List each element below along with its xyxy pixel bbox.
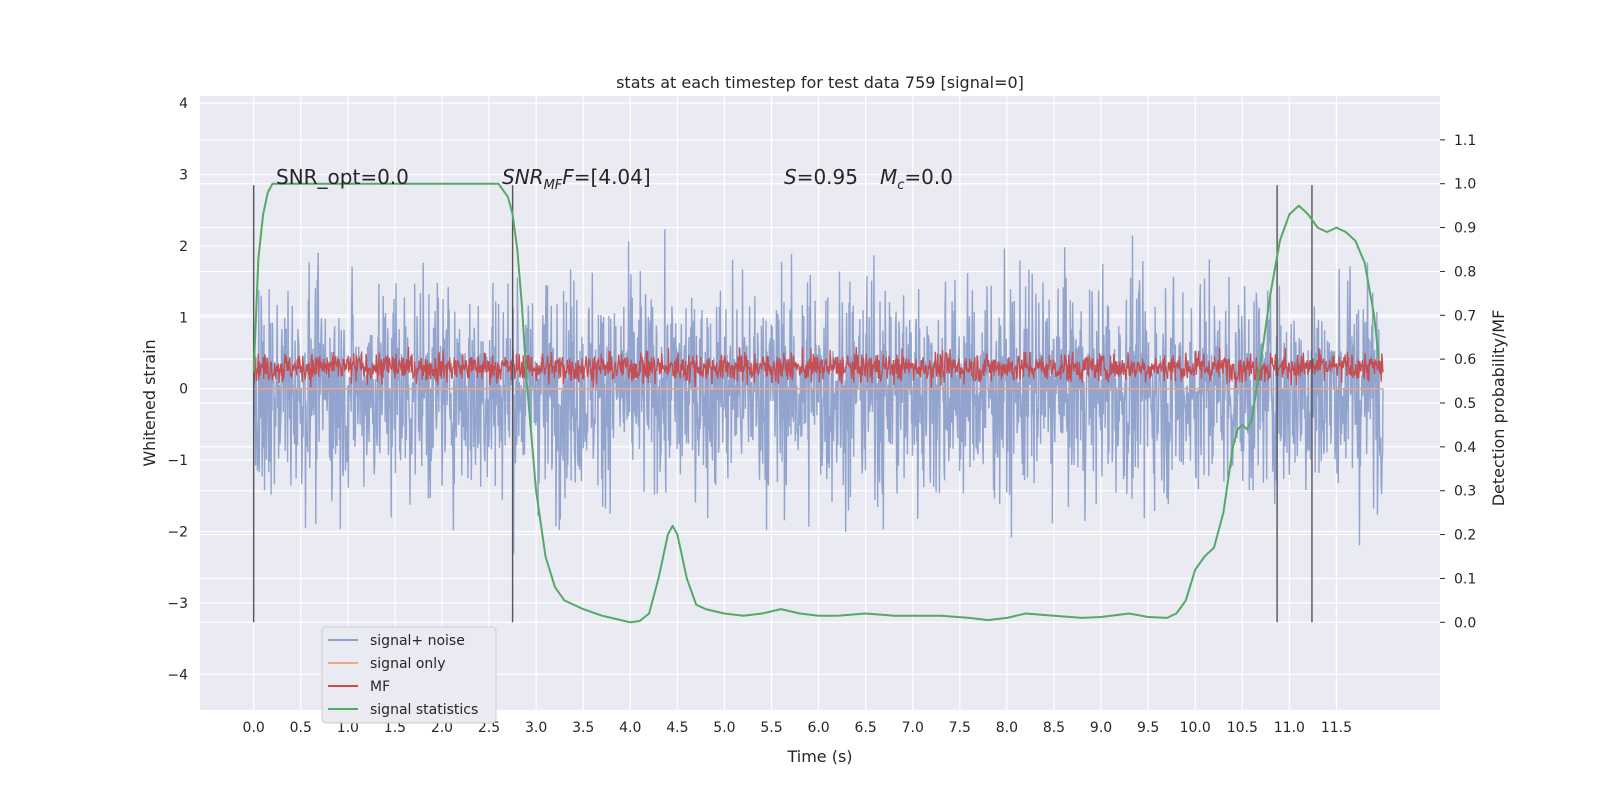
x-tick-label: 11.0 xyxy=(1274,720,1305,736)
x-tick-label: 4.5 xyxy=(666,720,688,736)
x-tick-label: 5.0 xyxy=(713,720,735,736)
x-tick-label: 10.5 xyxy=(1227,720,1258,736)
annotation-mc-label: M xyxy=(880,165,897,189)
y-tick-label: −3 xyxy=(167,596,188,612)
y-right-tick-label: 0.5 xyxy=(1454,396,1476,412)
signal-statistics-trace xyxy=(252,182,1380,624)
y-tick-label: −1 xyxy=(167,453,188,469)
annotation-s-label: S xyxy=(784,165,797,189)
x-tick-label: 1.0 xyxy=(337,720,359,736)
x-tick-label: 5.5 xyxy=(760,720,782,736)
y-right-axis-ticks: 1.1 1.0 0.9 0.8 0.7 0.6 0.5 0.4 0.3 0.2 0.1 0.0 xyxy=(1440,133,1476,631)
x-tick-label: 0.0 xyxy=(243,720,265,736)
x-tick-label: 8.5 xyxy=(1043,720,1065,736)
legend-entry-signal-only: signal only xyxy=(370,656,445,672)
annotation-snr-mf-f: F xyxy=(562,165,574,189)
annotation-snr-mf: SNRMFF=[4.04] xyxy=(502,165,651,193)
annotation-snr-opt: SNR_opt=0.0 xyxy=(276,165,409,189)
legend-entry-signal-statistics: signal statistics xyxy=(370,702,478,718)
y-right-axis-label: Detection probability/MF xyxy=(1489,310,1508,507)
annotation-mc-value: =0.0 xyxy=(904,165,953,189)
y-right-tick-label: 1.0 xyxy=(1454,177,1476,193)
x-tick-label: 2.5 xyxy=(478,720,500,736)
x-axis-label: Time (s) xyxy=(786,747,852,766)
series-mf xyxy=(253,346,1385,388)
x-tick-label: 1.5 xyxy=(384,720,406,736)
x-tick-label: 9.5 xyxy=(1137,720,1159,736)
annotation-mc-sub: c xyxy=(897,178,904,193)
series-signal-statistics xyxy=(252,182,1380,624)
y-tick-label: 0 xyxy=(179,382,188,398)
annotation-mc: Mc=0.0 xyxy=(880,165,953,193)
x-tick-label: 9.0 xyxy=(1090,720,1112,736)
x-tick-label: 3.0 xyxy=(525,720,547,736)
y-tick-label: −4 xyxy=(167,667,188,683)
legend-entry-signal-plus-noise: signal+ noise xyxy=(370,633,465,649)
y-tick-label: 2 xyxy=(179,239,188,255)
y-right-tick-label: 1.1 xyxy=(1454,133,1476,149)
x-tick-label: 8.0 xyxy=(996,720,1018,736)
legend: signal+ noise signal only MF signal stat… xyxy=(321,626,497,724)
legend-frame xyxy=(321,626,497,724)
y-right-tick-label: 0.1 xyxy=(1454,571,1476,587)
x-tick-label: 2.0 xyxy=(431,720,453,736)
y-axis-label: Whitened strain xyxy=(140,339,159,466)
y-right-tick-label: 0.7 xyxy=(1454,308,1476,324)
annotation-s-value: =0.95 xyxy=(797,165,858,189)
x-tick-label: 7.5 xyxy=(949,720,971,736)
y-axis-ticks: 4 3 2 1 0 −1 −2 −3 −4 xyxy=(167,96,188,683)
y-right-tick-label: 0.0 xyxy=(1454,615,1476,631)
x-tick-label: 4.0 xyxy=(619,720,641,736)
y-right-tick-label: 0.2 xyxy=(1454,528,1476,544)
annotation-snr-mf-label: SNR xyxy=(502,165,544,189)
legend-entry-mf: MF xyxy=(370,679,390,695)
y-right-tick-label: 0.4 xyxy=(1454,440,1476,456)
chart-title: stats at each timestep for test data 759… xyxy=(616,73,1024,92)
y-right-tick-label: 0.6 xyxy=(1454,352,1476,368)
y-tick-label: 3 xyxy=(179,168,188,184)
x-tick-label: 3.5 xyxy=(572,720,594,736)
y-right-tick-label: 0.8 xyxy=(1454,264,1476,280)
y-tick-label: 1 xyxy=(179,310,188,326)
annotation-snr-mf-value: =[4.04] xyxy=(574,165,651,189)
x-tick-label: 0.5 xyxy=(290,720,312,736)
x-tick-label: 10.0 xyxy=(1180,720,1211,736)
y-tick-label: 4 xyxy=(179,96,188,112)
y-tick-label: −2 xyxy=(167,525,188,541)
x-axis-ticks: 0.0 0.5 1.0 1.5 2.0 2.5 3.0 3.5 4.0 4.5 5.0 5.5 6.0 6… xyxy=(243,720,1352,736)
mf-trace xyxy=(253,346,1385,388)
annotation-snr-mf-sub: MF xyxy=(544,178,563,193)
y-right-tick-label: 0.9 xyxy=(1454,221,1476,237)
y-right-tick-label: 0.3 xyxy=(1454,484,1476,500)
x-tick-label: 11.5 xyxy=(1321,720,1352,736)
x-tick-label: 6.5 xyxy=(855,720,877,736)
x-tick-label: 7.0 xyxy=(902,720,924,736)
annotation-s: S=0.95 xyxy=(784,165,858,189)
x-tick-label: 6.0 xyxy=(807,720,829,736)
